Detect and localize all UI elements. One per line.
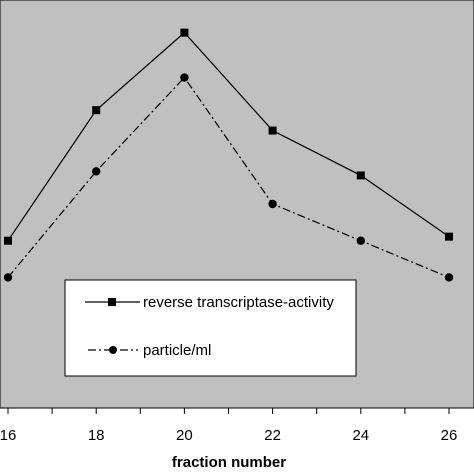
x-axis-ticks <box>7 408 450 414</box>
series-0-point-24 <box>356 171 365 180</box>
x-tick-label-20: 20 <box>176 427 193 444</box>
legend-label-reverse-transcriptase: reverse transcriptase-activity <box>143 294 334 311</box>
series-0-point-26 <box>445 232 453 241</box>
series-line-1 <box>7 76 450 278</box>
series-1-point-22 <box>268 199 277 209</box>
x-axis-title: fraction number <box>172 454 286 471</box>
x-tick-label-24: 24 <box>352 427 369 444</box>
legend-marker-circle <box>109 346 117 354</box>
series-0-point-16 <box>4 236 12 245</box>
series-line-0 <box>7 31 450 242</box>
legend-marker-square <box>108 298 116 306</box>
series-layer <box>3 28 454 282</box>
legend-label-particle: particle/ml <box>143 342 211 359</box>
x-tick-label-26: 26 <box>441 427 458 444</box>
series-1-point-24 <box>356 236 365 245</box>
legend-box <box>64 279 357 377</box>
series-1-point-18 <box>92 167 101 176</box>
x-tick-label-22: 22 <box>264 427 281 444</box>
series-1-point-26 <box>444 273 454 282</box>
legend: reverse transcriptase-activity particle/… <box>64 279 357 377</box>
series-0-point-22 <box>268 126 277 135</box>
series-1-point-16 <box>3 273 13 282</box>
series-0-point-20 <box>180 28 189 37</box>
x-axis-tick-labels: 16 18 20 22 24 26 <box>0 427 457 444</box>
series-1-point-20 <box>180 73 189 82</box>
x-tick-label-18: 18 <box>88 427 105 444</box>
series-0-point-18 <box>92 106 101 115</box>
x-tick-label-16: 16 <box>0 427 16 444</box>
